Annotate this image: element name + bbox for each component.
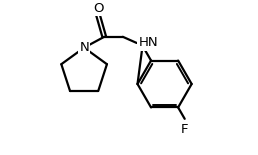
Text: HN: HN	[138, 36, 158, 49]
Text: F: F	[181, 124, 188, 136]
Text: O: O	[93, 2, 103, 15]
Text: N: N	[79, 41, 89, 54]
